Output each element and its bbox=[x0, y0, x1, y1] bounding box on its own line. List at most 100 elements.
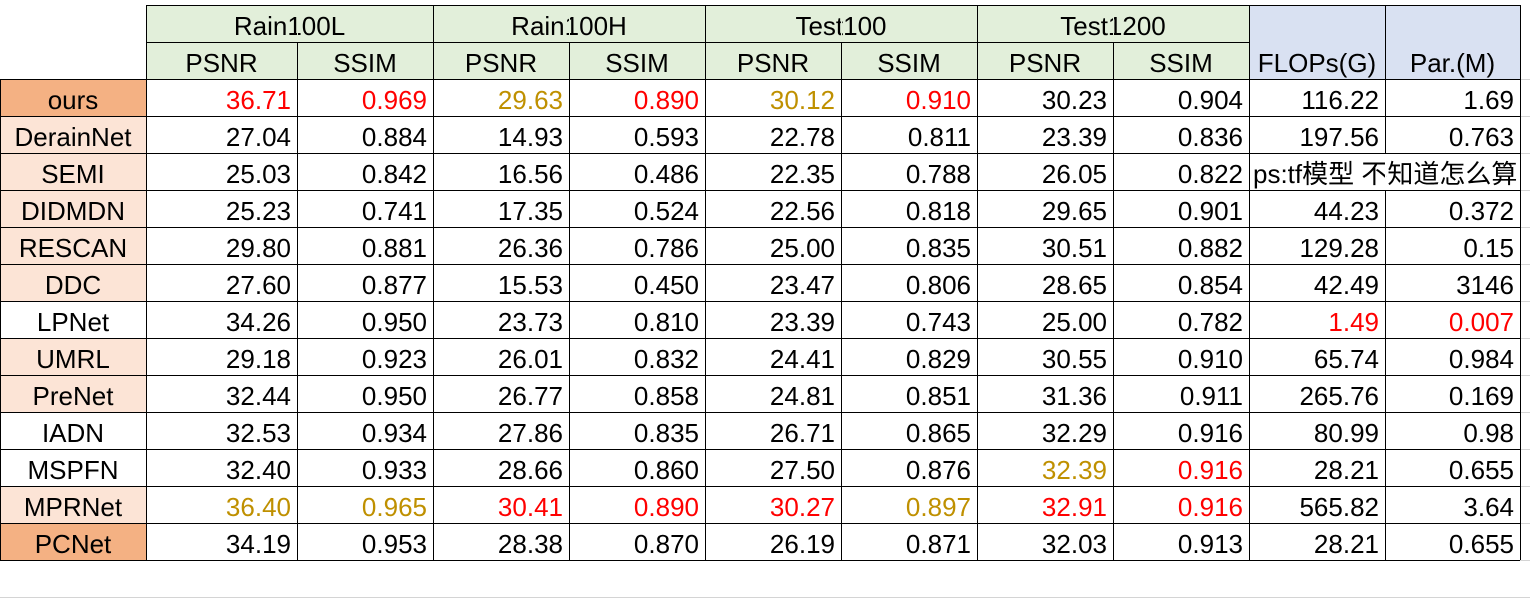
metric-header: SSIM bbox=[1149, 48, 1213, 78]
method-label: PreNet bbox=[0, 375, 146, 412]
table-cell: 32.03 bbox=[1041, 529, 1107, 559]
table-cell: 29.65 bbox=[1041, 196, 1107, 226]
border bbox=[0, 375, 1520, 376]
table-cell: 24.41 bbox=[769, 344, 835, 374]
table-cell: 0.782 bbox=[1177, 307, 1243, 337]
table-cell: 0.486 bbox=[633, 159, 699, 189]
table-cell: 65.74 bbox=[1313, 344, 1379, 374]
table-cell: 0.897 bbox=[905, 492, 971, 522]
table-cell: 15.53 bbox=[497, 270, 563, 300]
table-cell: 0.965 bbox=[361, 492, 427, 522]
border bbox=[569, 5, 570, 560]
params-header: Par.(M) bbox=[1409, 48, 1496, 78]
table-cell: 28.38 bbox=[497, 529, 563, 559]
method-label: ours bbox=[0, 79, 146, 116]
table-cell: 30.27 bbox=[769, 492, 835, 522]
border bbox=[0, 523, 1520, 524]
table-cell: 565.82 bbox=[1299, 492, 1379, 522]
method-label: IADN bbox=[41, 418, 105, 448]
table-cell: 16.56 bbox=[497, 159, 563, 189]
table-cell: 30.12 bbox=[769, 85, 835, 115]
table-cell: 0.811 bbox=[907, 122, 971, 152]
table-cell: 3.64 bbox=[1463, 492, 1514, 522]
table-cell: 0.916 bbox=[1177, 455, 1243, 485]
metric-header: SSIM bbox=[333, 48, 397, 78]
table-cell: 116.22 bbox=[1301, 85, 1379, 115]
border bbox=[1385, 5, 1386, 560]
table-cell: 0.15 bbox=[1463, 233, 1514, 263]
border bbox=[0, 338, 1520, 339]
table-cell: 0.890 bbox=[633, 492, 699, 522]
table-cell: 0.913 bbox=[1177, 529, 1243, 559]
table-cell: 0.007 bbox=[1448, 307, 1514, 337]
table-cell: 44.23 bbox=[1313, 196, 1379, 226]
table-cell: 0.788 bbox=[905, 159, 971, 189]
table-cell: 197.56 bbox=[1299, 122, 1379, 152]
table-cell: 0.916 bbox=[1177, 492, 1243, 522]
border bbox=[0, 79, 1, 560]
table-cell: 17.35 bbox=[497, 196, 563, 226]
border bbox=[0, 79, 1520, 80]
border bbox=[841, 5, 842, 560]
border bbox=[146, 5, 147, 560]
table-cell: 28.21 bbox=[1313, 529, 1379, 559]
table-cell: 36.71 bbox=[225, 85, 291, 115]
table-cell: 36.40 bbox=[225, 492, 291, 522]
table-cell: 26.71 bbox=[769, 418, 835, 448]
border bbox=[0, 486, 1520, 487]
table-cell: 0.851 bbox=[905, 381, 971, 411]
table-cell: 29.18 bbox=[225, 344, 291, 374]
table-cell: 27.60 bbox=[225, 270, 291, 300]
table-cell: 0.984 bbox=[1448, 344, 1514, 374]
table-cell: 32.53 bbox=[225, 418, 291, 448]
method-label: LPNet bbox=[36, 307, 110, 337]
table-cell: 26.19 bbox=[769, 529, 835, 559]
table-cell: 3146 bbox=[1456, 270, 1514, 300]
table-cell: 0.372 bbox=[1448, 196, 1514, 226]
border bbox=[0, 449, 1520, 450]
table-cell: 0.865 bbox=[905, 418, 971, 448]
header-band-complexity bbox=[1249, 5, 1520, 79]
table-cell: 23.47 bbox=[769, 270, 835, 300]
table-cell: 26.36 bbox=[497, 233, 563, 263]
table-cell: 0.871 bbox=[905, 529, 971, 559]
table-cell: 25.00 bbox=[769, 233, 835, 263]
table-cell: 25.03 bbox=[225, 159, 291, 189]
table-cell: 0.98 bbox=[1463, 418, 1514, 448]
table-cell: 0.593 bbox=[633, 122, 699, 152]
table-cell: 14.93 bbox=[497, 122, 563, 152]
table-cell: 0.901 bbox=[1177, 196, 1243, 226]
table-cell: 129.28 bbox=[1299, 233, 1379, 263]
table-cell: 0.810 bbox=[633, 307, 699, 337]
table-cell: 0.904 bbox=[1177, 85, 1243, 115]
table-cell: 0.836 bbox=[1177, 122, 1243, 152]
table-cell: 30.51 bbox=[1041, 233, 1107, 263]
table-cell: 32.39 bbox=[1041, 455, 1107, 485]
table-cell: 0.832 bbox=[633, 344, 699, 374]
metric-header: PSNR bbox=[185, 48, 258, 78]
border bbox=[0, 412, 1520, 413]
metric-header: PSNR bbox=[736, 48, 810, 78]
table-cell: 23.39 bbox=[1041, 122, 1107, 152]
table-cell: 0.763 bbox=[1448, 122, 1514, 152]
table-cell: 0.916 bbox=[1177, 418, 1243, 448]
method-label: DIDMDN bbox=[0, 190, 146, 227]
merge-cover bbox=[1385, 154, 1386, 190]
table-cell: 23.73 bbox=[497, 307, 563, 337]
table-cell: 22.35 bbox=[769, 159, 835, 189]
table-cell: 25.23 bbox=[225, 196, 291, 226]
table-cell: 24.81 bbox=[769, 381, 835, 411]
border bbox=[0, 153, 1520, 154]
table-cell: 0.950 bbox=[361, 381, 427, 411]
border bbox=[1113, 5, 1114, 560]
table-cell: 31.36 bbox=[1041, 381, 1107, 411]
table-cell: 0.934 bbox=[361, 418, 427, 448]
dataset-header: Rain100L bbox=[233, 11, 346, 41]
border bbox=[0, 116, 1520, 117]
table-cell: 28.65 bbox=[1041, 270, 1107, 300]
table-cell: 32.91 bbox=[1041, 492, 1107, 522]
border bbox=[433, 5, 434, 560]
table-cell: 29.80 bbox=[225, 233, 291, 263]
table-cell: 28.21 bbox=[1313, 455, 1379, 485]
table-cell: 0.854 bbox=[1177, 270, 1243, 300]
